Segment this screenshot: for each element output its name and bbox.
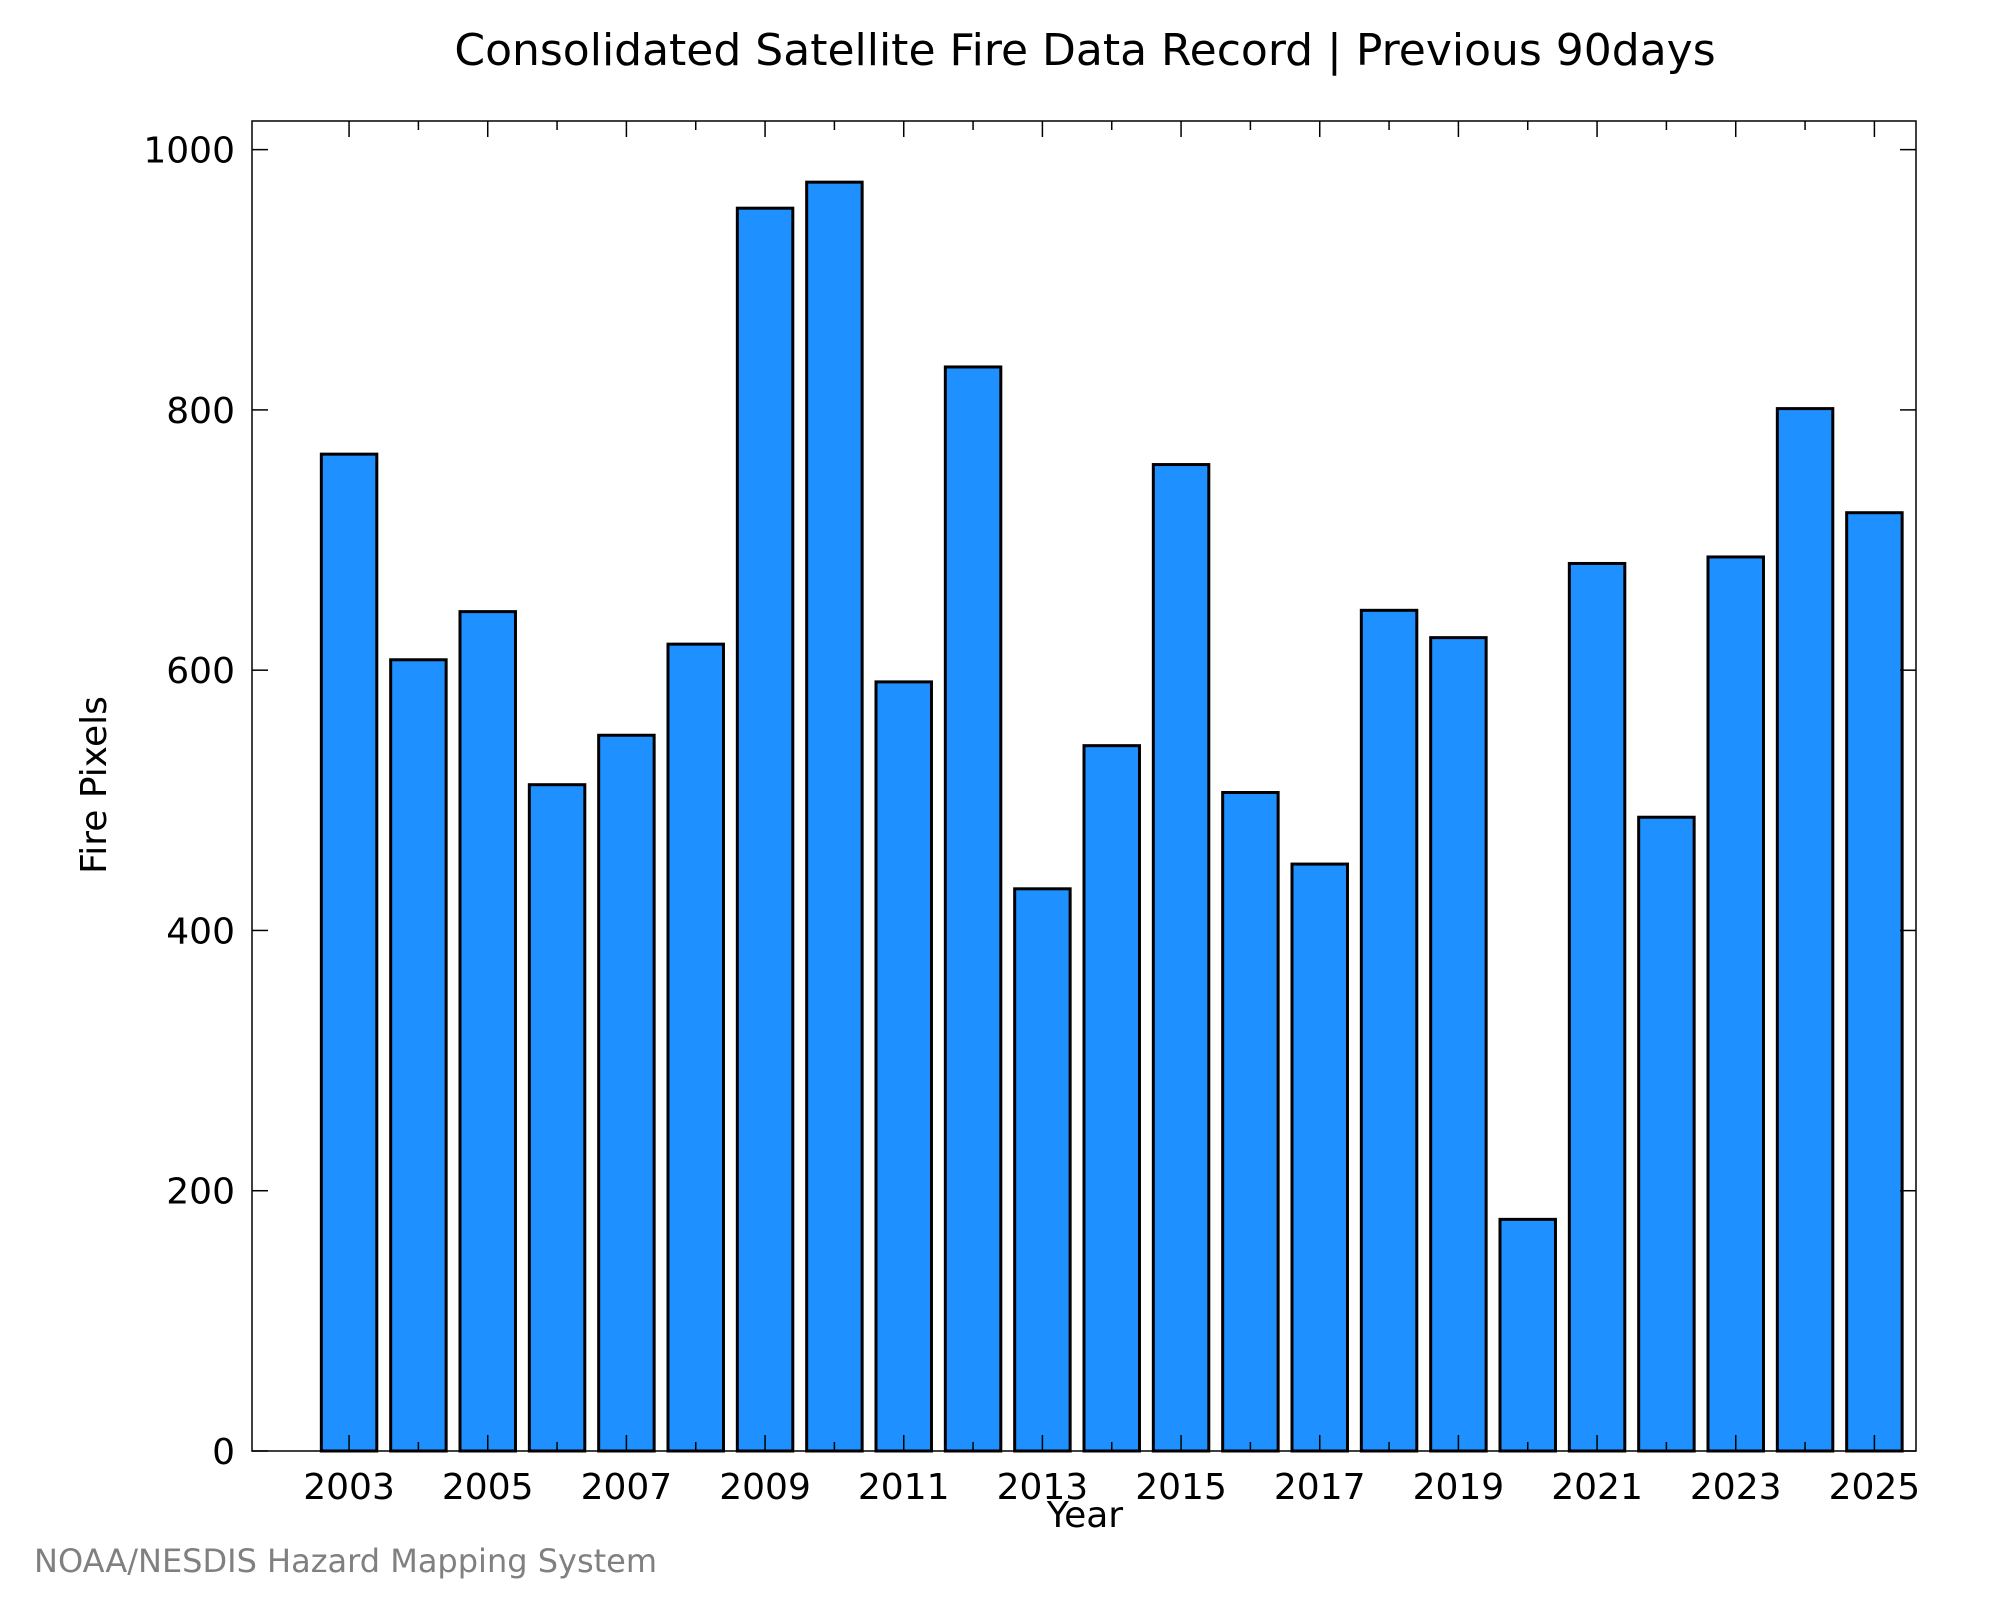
plot-frame	[251, 120, 1917, 1452]
x-tick-label-2009: 2009	[719, 1467, 811, 1508]
bar-2024	[1775, 407, 1835, 1453]
bar-2016	[1221, 791, 1280, 1453]
x-tick-label-2023: 2023	[1690, 1467, 1782, 1508]
source-label: NOAA/NESDIS Hazard Mapping System	[34, 1542, 657, 1580]
x-tick-label-2005: 2005	[442, 1467, 534, 1508]
x-tick-label-2011: 2011	[858, 1467, 950, 1508]
x-tick-label-2015: 2015	[1135, 1467, 1227, 1508]
y-tick-label-400: 400	[166, 911, 235, 952]
bar-2020	[1498, 1217, 1557, 1453]
bar-2006	[527, 783, 587, 1453]
x-tick-label-2007: 2007	[581, 1467, 673, 1508]
x-tick-label-2013: 2013	[997, 1467, 1089, 1508]
bar-2013	[1013, 887, 1072, 1453]
bar-2015	[1151, 463, 1211, 1453]
bar-2010	[805, 180, 864, 1453]
y-tick-label-800: 800	[166, 391, 235, 432]
bar-2021	[1567, 561, 1627, 1453]
bar-2023	[1706, 555, 1765, 1453]
bar-2022	[1637, 815, 1696, 1453]
bar-2017	[1290, 862, 1349, 1453]
bar-2014	[1082, 744, 1141, 1453]
y-tick-label-200: 200	[166, 1172, 235, 1213]
bar-2012	[943, 365, 1003, 1453]
bar-2008	[666, 642, 725, 1453]
x-tick-label-2003: 2003	[303, 1467, 395, 1508]
bar-2007	[597, 733, 656, 1453]
x-tick-label-2017: 2017	[1274, 1467, 1366, 1508]
x-tick-label-2021: 2021	[1551, 1467, 1643, 1508]
bar-2019	[1429, 636, 1488, 1453]
y-tick-label-0: 0	[212, 1432, 235, 1473]
bar-2025	[1845, 511, 1904, 1453]
bar-2009	[735, 206, 795, 1453]
y-axis-label: Fire Pixels	[74, 696, 115, 874]
bar-2011	[874, 680, 933, 1453]
x-axis-label: Year	[1046, 1495, 1123, 1536]
plot-area: 0 200 400 600 800 1000 2003 2005 2007 2009 2011 201…	[143, 120, 1921, 1508]
y-tick-label-1000: 1000	[143, 131, 235, 172]
bar-2003	[319, 452, 379, 1453]
x-tick-label-2025: 2025	[1829, 1467, 1921, 1508]
y-tick-label-600: 600	[166, 651, 235, 692]
bar-2005	[458, 610, 517, 1453]
bar-2004	[389, 658, 448, 1453]
chart-title: Consolidated Satellite Fire Data Record …	[454, 25, 1715, 76]
bar-2018	[1359, 608, 1419, 1453]
x-tick-label-2019: 2019	[1413, 1467, 1505, 1508]
